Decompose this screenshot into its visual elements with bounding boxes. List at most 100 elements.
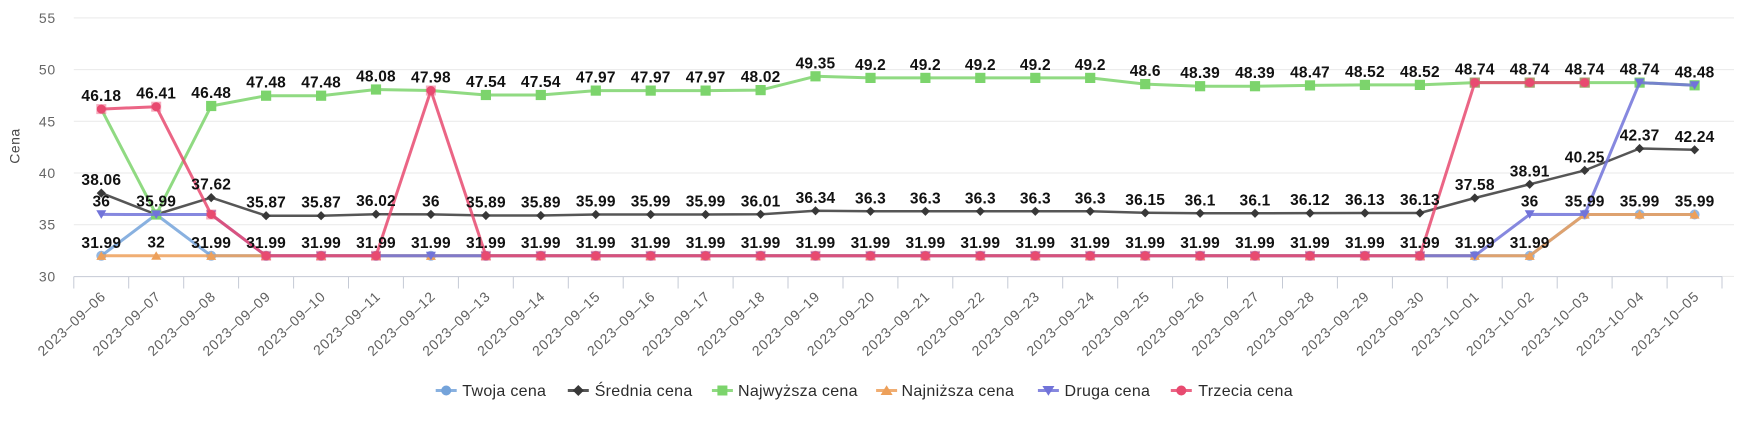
svg-text:31.99: 31.99 xyxy=(1235,235,1275,252)
svg-text:35.87: 35.87 xyxy=(246,195,286,212)
svg-text:31.99: 31.99 xyxy=(466,235,506,252)
svg-text:31.99: 31.99 xyxy=(81,235,121,252)
svg-text:30: 30 xyxy=(39,268,56,284)
svg-text:36: 36 xyxy=(1521,193,1539,210)
svg-text:31.99: 31.99 xyxy=(1180,235,1220,252)
svg-text:35: 35 xyxy=(39,217,56,233)
svg-text:36.3: 36.3 xyxy=(910,190,941,207)
svg-text:48.48: 48.48 xyxy=(1675,64,1715,81)
svg-text:36.3: 36.3 xyxy=(1020,190,1051,207)
svg-text:31.99: 31.99 xyxy=(1070,235,1110,252)
svg-text:36.13: 36.13 xyxy=(1400,192,1440,209)
svg-text:48.02: 48.02 xyxy=(741,69,781,86)
svg-text:49.2: 49.2 xyxy=(965,57,996,74)
svg-text:49.2: 49.2 xyxy=(1075,57,1106,74)
svg-text:50: 50 xyxy=(39,62,56,78)
svg-text:36.01: 36.01 xyxy=(741,193,781,210)
svg-text:49.35: 49.35 xyxy=(796,55,836,72)
svg-text:32: 32 xyxy=(147,235,165,252)
svg-text:36: 36 xyxy=(92,193,110,210)
svg-text:Twoja cena: Twoja cena xyxy=(462,383,546,400)
svg-text:46.18: 46.18 xyxy=(81,88,121,105)
svg-text:36.3: 36.3 xyxy=(1075,190,1106,207)
svg-text:48.08: 48.08 xyxy=(356,69,396,86)
svg-text:35.99: 35.99 xyxy=(1565,194,1605,211)
svg-text:31.99: 31.99 xyxy=(521,235,561,252)
svg-text:36: 36 xyxy=(422,193,440,210)
svg-text:48.74: 48.74 xyxy=(1565,62,1605,79)
svg-text:35.89: 35.89 xyxy=(521,195,561,212)
svg-text:36.15: 36.15 xyxy=(1125,192,1165,209)
svg-text:35.99: 35.99 xyxy=(1675,194,1715,211)
svg-text:38.91: 38.91 xyxy=(1510,163,1550,180)
svg-text:31.99: 31.99 xyxy=(1510,235,1550,252)
svg-text:31.99: 31.99 xyxy=(1290,235,1330,252)
svg-text:35.87: 35.87 xyxy=(301,195,341,212)
svg-text:31.99: 31.99 xyxy=(686,235,726,252)
svg-text:36.12: 36.12 xyxy=(1290,192,1330,209)
svg-text:46.48: 46.48 xyxy=(191,85,231,102)
svg-text:55: 55 xyxy=(39,10,56,26)
svg-text:31.99: 31.99 xyxy=(1125,235,1165,252)
svg-text:36.1: 36.1 xyxy=(1185,192,1216,209)
svg-text:40.25: 40.25 xyxy=(1565,149,1605,166)
svg-text:48.74: 48.74 xyxy=(1510,62,1550,79)
svg-text:49.2: 49.2 xyxy=(855,57,886,74)
svg-text:46.41: 46.41 xyxy=(136,86,176,103)
svg-text:47.97: 47.97 xyxy=(576,70,616,87)
svg-text:45: 45 xyxy=(39,113,56,129)
svg-text:31.99: 31.99 xyxy=(741,235,781,252)
svg-text:31.99: 31.99 xyxy=(1015,235,1055,252)
svg-text:47.98: 47.98 xyxy=(411,70,451,87)
svg-text:31.99: 31.99 xyxy=(1345,235,1385,252)
svg-text:42.24: 42.24 xyxy=(1675,129,1715,146)
svg-text:48.74: 48.74 xyxy=(1455,62,1495,79)
svg-text:31.99: 31.99 xyxy=(1455,235,1495,252)
svg-text:Najniższa cena: Najniższa cena xyxy=(902,383,1015,400)
svg-text:48.52: 48.52 xyxy=(1345,64,1385,81)
svg-text:47.48: 47.48 xyxy=(246,75,286,92)
svg-text:31.99: 31.99 xyxy=(576,235,616,252)
svg-text:48.39: 48.39 xyxy=(1235,65,1275,82)
svg-text:31.99: 31.99 xyxy=(631,235,671,252)
svg-text:42.37: 42.37 xyxy=(1620,128,1660,145)
svg-text:Trzecia cena: Trzecia cena xyxy=(1198,383,1293,400)
svg-text:48.47: 48.47 xyxy=(1290,64,1330,81)
svg-text:Średnia cena: Średnia cena xyxy=(595,381,693,400)
svg-text:40: 40 xyxy=(39,165,56,181)
svg-text:31.99: 31.99 xyxy=(1400,235,1440,252)
svg-text:35.99: 35.99 xyxy=(136,194,176,211)
svg-text:31.99: 31.99 xyxy=(356,235,396,252)
svg-text:37.62: 37.62 xyxy=(191,177,231,194)
svg-text:Druga cena: Druga cena xyxy=(1065,383,1151,400)
svg-text:49.2: 49.2 xyxy=(1020,57,1051,74)
svg-text:36.3: 36.3 xyxy=(855,190,886,207)
svg-text:47.97: 47.97 xyxy=(631,70,671,87)
svg-text:49.2: 49.2 xyxy=(910,57,941,74)
svg-text:48.52: 48.52 xyxy=(1400,64,1440,81)
svg-text:35.99: 35.99 xyxy=(631,194,671,211)
svg-text:35.99: 35.99 xyxy=(686,194,726,211)
svg-text:31.99: 31.99 xyxy=(191,235,231,252)
svg-text:31.99: 31.99 xyxy=(796,235,836,252)
svg-text:35.99: 35.99 xyxy=(1620,194,1660,211)
svg-text:38.06: 38.06 xyxy=(81,172,121,189)
svg-text:37.58: 37.58 xyxy=(1455,177,1495,194)
svg-text:Cena: Cena xyxy=(7,128,23,163)
svg-text:35.89: 35.89 xyxy=(466,195,506,212)
svg-text:31.99: 31.99 xyxy=(851,235,891,252)
svg-text:47.54: 47.54 xyxy=(521,74,561,91)
svg-text:36.3: 36.3 xyxy=(965,190,996,207)
svg-text:36.13: 36.13 xyxy=(1345,192,1385,209)
svg-text:31.99: 31.99 xyxy=(301,235,341,252)
svg-text:36.02: 36.02 xyxy=(356,193,396,210)
svg-text:48.6: 48.6 xyxy=(1130,63,1161,80)
svg-text:36.1: 36.1 xyxy=(1240,192,1271,209)
svg-text:31.99: 31.99 xyxy=(960,235,1000,252)
svg-text:31.99: 31.99 xyxy=(411,235,451,252)
svg-text:48.74: 48.74 xyxy=(1620,62,1660,79)
svg-text:35.99: 35.99 xyxy=(576,194,616,211)
svg-text:Najwyższa cena: Najwyższa cena xyxy=(738,383,858,400)
svg-text:47.97: 47.97 xyxy=(686,70,726,87)
svg-text:31.99: 31.99 xyxy=(906,235,946,252)
